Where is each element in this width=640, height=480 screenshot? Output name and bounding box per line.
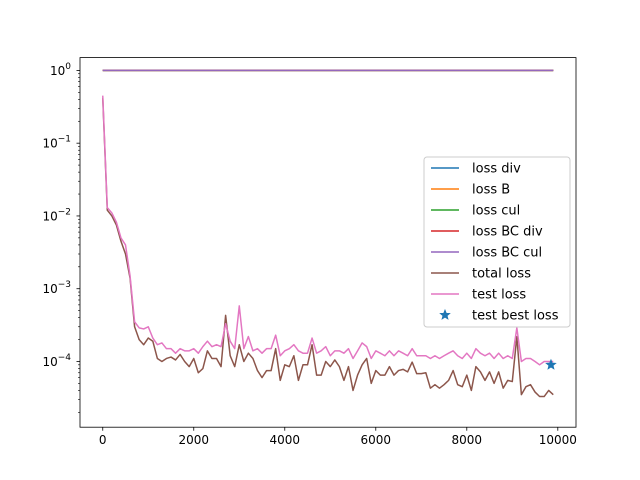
series-line-test-loss	[102, 95, 554, 366]
legend-label-total-loss: total loss	[472, 267, 531, 282]
legend: loss div loss B loss cul loss BC div loss BC…	[423, 156, 571, 328]
y-tick-label: 10−4	[42, 353, 71, 369]
x-tick-label: 4000	[269, 433, 300, 447]
series-layer	[102, 69, 554, 398]
series-line-total-loss	[102, 97, 554, 398]
y-axis: 10−4 10−3 10−2 10−1 100	[42, 62, 80, 413]
y-tick-label: 10−1	[42, 135, 71, 151]
x-tick-label: 2000	[178, 433, 209, 447]
axes-frame	[79, 57, 577, 428]
scatter-point-test-best-loss	[545, 358, 557, 370]
y-tick-label: 10−2	[42, 207, 71, 223]
y-tick-label: 10−3	[42, 280, 71, 296]
x-tick-label: 0	[99, 433, 107, 447]
legend-swatch-test-best-loss	[439, 308, 451, 320]
legend-label-loss-bc-cul: loss BC cul	[472, 246, 542, 261]
legend-label-loss-div: loss div	[472, 162, 521, 177]
x-tick-label: 6000	[361, 433, 392, 447]
legend-frame	[423, 156, 571, 328]
legend-label-test-loss: test loss	[472, 288, 526, 303]
legend-label-test-best-loss: test best loss	[472, 309, 559, 324]
x-tick-label: 8000	[452, 433, 483, 447]
y-tick-label: 100	[50, 62, 71, 78]
legend-label-loss-bc-div: loss BC div	[472, 225, 543, 240]
x-tick-label: 10000	[539, 433, 577, 447]
legend-label-loss-cul: loss cul	[472, 204, 520, 219]
x-axis: 0 2000 4000 6000 8000 10000	[99, 427, 577, 447]
legend-label-loss-b: loss B	[472, 183, 510, 198]
scatter-layer	[545, 358, 557, 370]
